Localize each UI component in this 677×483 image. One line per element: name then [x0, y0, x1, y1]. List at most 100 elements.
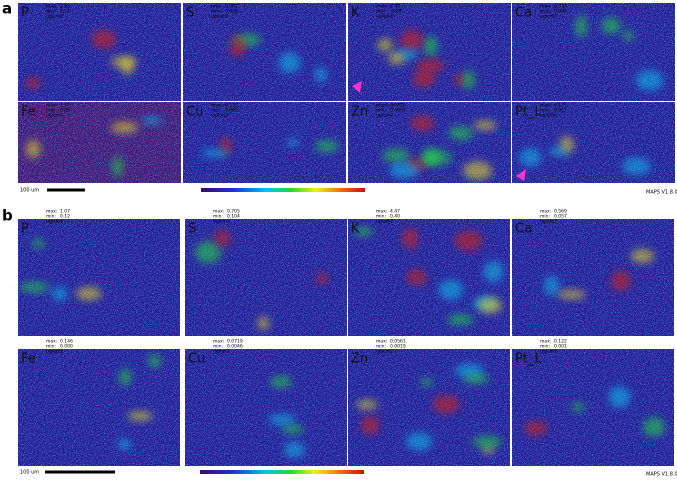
hotspot — [421, 147, 440, 167]
unit: ug/cm2 — [46, 219, 63, 225]
max-value: 0.143 — [554, 103, 567, 109]
map-noise — [185, 349, 347, 466]
element-label: K — [351, 222, 360, 237]
min-caption: min: — [376, 108, 386, 114]
hotspot — [406, 432, 432, 451]
arrow-marker — [516, 169, 526, 181]
panel-label: b — [2, 207, 13, 225]
map-noise — [512, 349, 674, 466]
min-value: 0.40 — [390, 214, 400, 220]
unit: ug/cm2 — [376, 113, 393, 119]
hotspot — [387, 52, 405, 65]
hotspot — [410, 115, 435, 132]
max-value: 0.0561 — [390, 339, 406, 345]
hotspot — [354, 226, 373, 237]
hotspot — [406, 269, 427, 286]
element-label: Ca — [515, 222, 532, 237]
map-noise — [512, 219, 674, 336]
hotspot — [52, 286, 68, 301]
min-value: 0.007 — [554, 108, 567, 114]
hotspot — [117, 439, 132, 450]
hotspot — [622, 157, 651, 175]
hotspot — [549, 147, 568, 157]
color-bar — [201, 188, 365, 192]
hotspot — [448, 126, 473, 141]
element-label: S — [188, 222, 196, 237]
header-strip — [348, 338, 510, 349]
max-caption: max: — [376, 5, 387, 10]
hotspot — [399, 29, 424, 51]
max-value: 2.88 — [390, 4, 400, 10]
hotspot — [519, 148, 542, 167]
max-caption: max: — [376, 210, 387, 215]
hotspot — [127, 411, 153, 421]
min-caption: min: — [540, 108, 550, 114]
min-caption: min: — [376, 214, 386, 220]
min-caption: min: — [211, 9, 221, 15]
map-noise — [18, 219, 180, 336]
software-label: MAPS V1.8.0.0 — [646, 190, 677, 196]
unit: ug/cm2 — [376, 219, 393, 225]
min-value: 0.12 — [60, 214, 70, 220]
min-value: 0.0000 — [390, 108, 406, 114]
hotspot — [447, 314, 474, 326]
element-label: Cu — [188, 352, 205, 367]
max-value: 0.122 — [554, 339, 567, 345]
unit: ug/cm2 — [540, 219, 557, 225]
min-value: 0.11 — [60, 9, 70, 15]
hotspot — [142, 116, 162, 125]
unit: ug/cm2 — [540, 349, 557, 355]
hotspot — [315, 140, 339, 153]
hotspot — [25, 139, 41, 159]
min-value: 0.001 — [554, 344, 567, 350]
hotspot — [194, 241, 222, 264]
min-caption: min: — [46, 9, 56, 15]
max-caption: max: — [540, 5, 551, 10]
hotspot — [463, 161, 493, 180]
hotspot — [524, 421, 548, 436]
max-caption: max: — [46, 340, 57, 345]
min-value: 0.104 — [227, 214, 240, 220]
min-caption: min: — [376, 9, 386, 15]
hotspot — [214, 229, 231, 247]
hotspot — [283, 441, 305, 458]
hotspot — [201, 148, 230, 158]
hotspot — [642, 417, 666, 437]
max-value: 1.37 — [60, 103, 70, 109]
unit: ug/cm2 — [46, 14, 63, 20]
min-value: -0.09 — [390, 9, 402, 15]
header-strip — [512, 208, 674, 219]
element-label: Pt_L — [515, 105, 542, 120]
element-label: P — [21, 222, 29, 237]
min-value: 0.057 — [554, 214, 567, 220]
hotspot — [278, 52, 301, 74]
header-strip — [18, 208, 180, 219]
max-caption: max: — [376, 340, 387, 345]
min-value: 0.000 — [554, 9, 567, 15]
hotspot — [401, 228, 419, 249]
arrow-marker — [352, 81, 362, 93]
header-strip — [512, 338, 674, 349]
min-value: 0.000 — [60, 344, 73, 350]
min-caption: min: — [211, 108, 221, 114]
hotspot — [473, 120, 497, 131]
hotspot — [112, 156, 123, 177]
map-noise — [183, 3, 346, 101]
hotspot — [315, 272, 329, 284]
unit: ug/cm2 — [211, 113, 228, 119]
max-value: 0.902 — [225, 4, 238, 10]
unit: ug/cm2 — [540, 14, 557, 20]
color-bar — [200, 470, 364, 474]
min-caption: min: — [46, 214, 56, 220]
map-noise — [18, 3, 181, 101]
unit: ug/cm2 — [376, 14, 393, 20]
hotspot — [432, 395, 460, 414]
hotspot — [454, 74, 466, 86]
header-strip — [185, 208, 347, 219]
min-value: 0.00 — [60, 108, 70, 114]
panel-label: a — [2, 0, 12, 18]
header-strip — [18, 338, 180, 349]
